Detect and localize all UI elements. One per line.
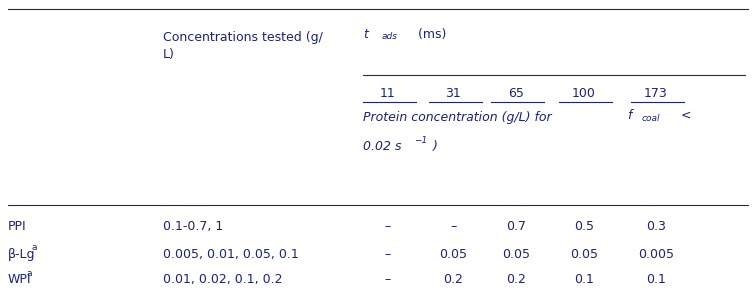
Text: –: – bbox=[384, 220, 391, 233]
Text: 0.05: 0.05 bbox=[570, 248, 598, 261]
Text: 173: 173 bbox=[644, 87, 668, 100]
Text: f: f bbox=[627, 109, 632, 122]
Text: 100: 100 bbox=[572, 87, 596, 100]
Text: Protein concentration (g/L) for: Protein concentration (g/L) for bbox=[363, 111, 556, 124]
Text: 0.005: 0.005 bbox=[638, 248, 674, 261]
Text: 0.05: 0.05 bbox=[502, 248, 530, 261]
Text: Concentrations tested (g/
L): Concentrations tested (g/ L) bbox=[163, 31, 322, 61]
Text: 0.5: 0.5 bbox=[574, 220, 594, 233]
Text: (ms): (ms) bbox=[414, 28, 446, 41]
Text: a: a bbox=[32, 243, 37, 253]
Text: –: – bbox=[384, 273, 391, 286]
Text: WPI: WPI bbox=[8, 273, 31, 286]
Text: β-Lg: β-Lg bbox=[8, 248, 35, 261]
Text: 0.02 s: 0.02 s bbox=[363, 140, 401, 153]
Text: 0.2: 0.2 bbox=[506, 273, 526, 286]
Text: 0.1: 0.1 bbox=[574, 273, 594, 286]
Text: 0.3: 0.3 bbox=[646, 220, 666, 233]
Text: −1: −1 bbox=[414, 136, 428, 145]
Text: t: t bbox=[363, 28, 367, 41]
Text: ads: ads bbox=[382, 32, 398, 42]
Text: 31: 31 bbox=[445, 87, 461, 100]
Text: 0.05: 0.05 bbox=[439, 248, 467, 261]
Text: 0.1: 0.1 bbox=[646, 273, 666, 286]
Text: 0.2: 0.2 bbox=[443, 273, 463, 286]
Text: <: < bbox=[677, 109, 691, 122]
Text: –: – bbox=[450, 220, 457, 233]
Text: 11: 11 bbox=[380, 87, 395, 100]
Text: –: – bbox=[384, 248, 391, 261]
Text: 0.1-0.7, 1: 0.1-0.7, 1 bbox=[163, 220, 223, 233]
Text: ): ) bbox=[433, 140, 438, 153]
Text: 0.005, 0.01, 0.05, 0.1: 0.005, 0.01, 0.05, 0.1 bbox=[163, 248, 299, 261]
Text: 0.7: 0.7 bbox=[506, 220, 526, 233]
Text: a: a bbox=[26, 269, 32, 278]
Text: PPI: PPI bbox=[8, 220, 26, 233]
Text: 65: 65 bbox=[508, 87, 524, 100]
Text: coal: coal bbox=[641, 114, 659, 123]
Text: 0.01, 0.02, 0.1, 0.2: 0.01, 0.02, 0.1, 0.2 bbox=[163, 273, 282, 286]
